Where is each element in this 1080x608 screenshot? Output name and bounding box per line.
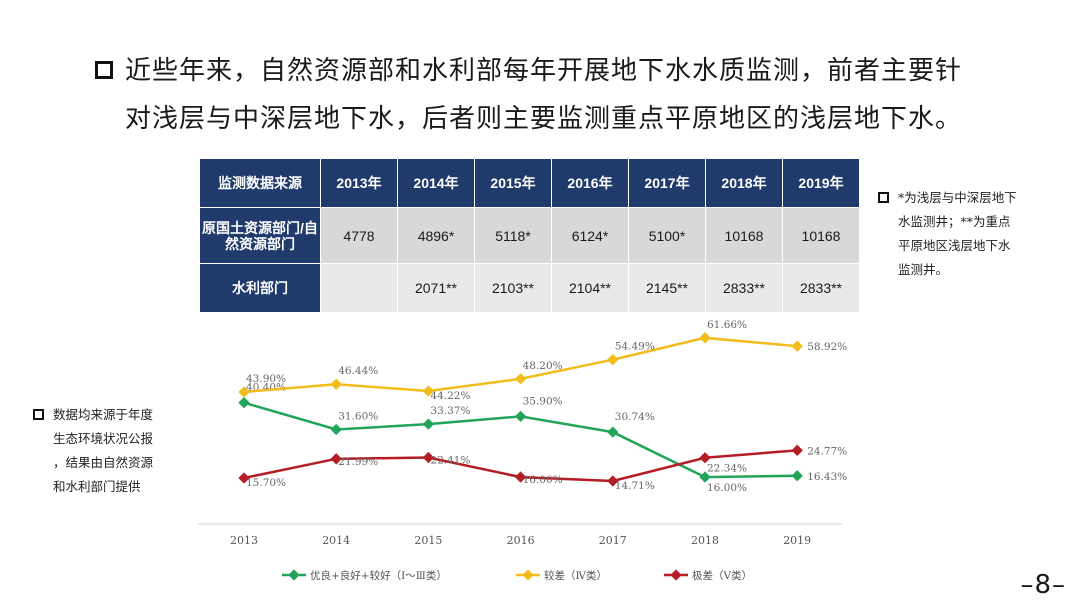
table-header-cell: 2014年	[398, 159, 474, 207]
legend-marker	[288, 569, 300, 581]
data-label: 46.44%	[338, 365, 378, 377]
data-point	[238, 386, 250, 398]
data-point	[238, 397, 250, 409]
data-label: 54.49%	[615, 341, 655, 353]
data-label: 35.90%	[523, 395, 563, 407]
data-point	[699, 452, 711, 464]
data-point	[791, 444, 803, 456]
row-label: 水利部门	[200, 264, 320, 312]
data-label: 22.34%	[707, 463, 747, 475]
x-tick-label: 2019	[783, 534, 811, 547]
data-point	[791, 470, 803, 482]
legend-marker	[670, 569, 682, 581]
table-header-cell: 2019年	[783, 159, 859, 207]
table-header-row: 监测数据来源 2013年 2014年 2015年 2016年 2017年 201…	[200, 159, 859, 207]
data-point	[330, 378, 342, 390]
table-cell: 4778	[321, 208, 397, 263]
bullet-square-icon	[33, 409, 44, 420]
data-label: 44.22%	[430, 390, 470, 402]
data-label: 16.00%	[707, 482, 747, 494]
data-point	[514, 471, 527, 483]
legend-marker	[522, 569, 534, 581]
data-label: 21.99%	[338, 456, 378, 468]
x-tick-label: 2018	[691, 534, 719, 547]
legend-label: 极差（Ⅴ类）	[692, 569, 752, 582]
footnote-line: 水监测井；**为重点	[898, 214, 1011, 229]
table-cell: 10168	[783, 208, 859, 263]
source-note-line: ，结果由自然资源	[53, 455, 154, 470]
footnote-line: *为浅层与中深层地下	[898, 190, 1017, 205]
table-cell: 5118*	[475, 208, 551, 263]
data-point	[422, 418, 435, 430]
data-label: 30.74%	[615, 411, 655, 423]
table-header-cell: 2016年	[552, 159, 628, 207]
data-label: 58.92%	[807, 341, 847, 353]
table-cell: 2071**	[398, 264, 474, 312]
data-point	[607, 354, 619, 366]
data-label: 31.60%	[338, 411, 378, 423]
headline-line-1: 近些年来，自然资源部和水利部每年开展地下水水质监测，前者主要针	[125, 56, 963, 86]
x-tick-label: 2017	[599, 534, 627, 547]
data-point	[514, 410, 527, 423]
table-cell: 5100*	[629, 208, 705, 263]
source-note-text: 数据均来源于年度 生态环境状况公报 ，结果由自然资源 和水利部门提供	[53, 403, 153, 499]
table-header-cell: 2015年	[475, 159, 551, 207]
data-point	[330, 423, 342, 436]
data-label: 16.43%	[807, 471, 847, 483]
data-point	[330, 453, 342, 465]
data-point	[514, 373, 527, 385]
source-note-line: 数据均来源于年度	[53, 407, 154, 422]
source-note-line: 生态环境状况公报	[53, 431, 154, 446]
data-label: 24.77%	[807, 445, 847, 457]
data-label: 48.20%	[523, 360, 563, 372]
data-point	[422, 385, 435, 397]
x-tick-label: 2016	[507, 534, 535, 547]
footnote-line: 监测井。	[898, 262, 949, 277]
source-note-line: 和水利部门提供	[53, 479, 141, 494]
data-label: 22.41%	[430, 455, 470, 467]
monitoring-table: 监测数据来源 2013年 2014年 2015年 2016年 2017年 201…	[199, 158, 860, 313]
bullet-square-icon	[878, 192, 889, 203]
x-tick-label: 2015	[414, 534, 442, 547]
data-point	[699, 471, 711, 483]
table-header-cell: 监测数据来源	[200, 159, 320, 207]
data-label: 16.00%	[523, 474, 563, 486]
table-cell: 2833**	[706, 264, 782, 312]
row-label: 原国土资源部门/自然资源部门	[200, 208, 320, 263]
data-label: 15.70%	[246, 477, 286, 489]
headline-line-2: 对浅层与中深层地下水，后者则主要监测重点平原地区的浅层地下水。	[125, 104, 963, 134]
legend-label: 较差（Ⅳ类）	[544, 569, 607, 582]
data-point	[699, 332, 711, 344]
table-cell: 2104**	[552, 264, 628, 312]
data-label: 43.90%	[246, 373, 286, 385]
x-tick-label: 2014	[322, 534, 350, 547]
table-row: 原国土资源部门/自然资源部门 4778 4896* 5118* 6124* 51…	[200, 208, 859, 263]
data-point	[791, 340, 803, 352]
footnote-text: *为浅层与中深层地下 水监测井；**为重点 平原地区浅层地下水 监测井。	[898, 186, 1017, 282]
data-point	[607, 475, 619, 487]
data-label: 33.37%	[430, 405, 470, 417]
footnote-line: 平原地区浅层地下水	[898, 238, 1011, 253]
table-header-cell: 2017年	[629, 159, 705, 207]
table-cell: 2103**	[475, 264, 551, 312]
table-row: 水利部门 2071** 2103** 2104** 2145** 2833** …	[200, 264, 859, 312]
legend-label: 优良+良好+较好（Ⅰ～Ⅲ类）	[310, 569, 447, 582]
table-cell: 4896*	[398, 208, 474, 263]
table-header-cell: 2013年	[321, 159, 397, 207]
data-label: 61.66%	[707, 319, 747, 331]
page-number: –8–	[1020, 570, 1066, 600]
data-point	[422, 451, 435, 464]
table-cell: 2833**	[783, 264, 859, 312]
data-label: 14.71%	[615, 480, 655, 492]
data-point	[607, 426, 619, 438]
table-cell	[321, 264, 397, 312]
bullet-square-icon	[95, 61, 113, 79]
data-point	[238, 472, 250, 484]
table-header-cell: 2018年	[706, 159, 782, 207]
x-tick-label: 2013	[230, 534, 258, 547]
table-cell: 10168	[706, 208, 782, 263]
table-cell: 2145**	[629, 264, 705, 312]
table-cell: 6124*	[552, 208, 628, 263]
